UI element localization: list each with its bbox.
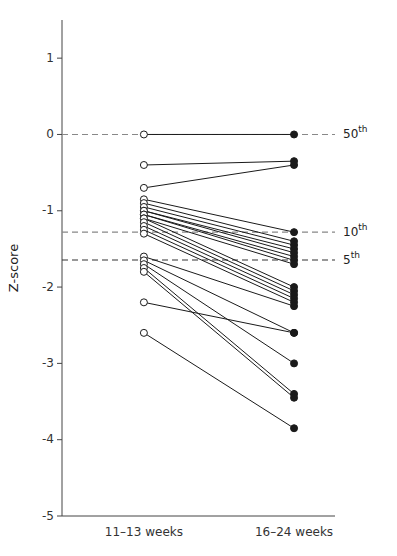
slope-line	[144, 260, 294, 332]
y-tick-label: 1	[46, 51, 54, 65]
y-tick-label: -5	[42, 509, 54, 523]
y-axis-line	[62, 20, 63, 516]
open-marker	[140, 329, 147, 336]
filled-marker	[291, 303, 298, 310]
slope-line	[144, 302, 294, 333]
y-tick-label: -1	[42, 203, 54, 217]
open-marker	[140, 230, 147, 237]
filled-marker	[291, 261, 298, 268]
slope-line	[144, 257, 294, 307]
slope-line	[144, 211, 294, 253]
y-tick	[57, 210, 62, 211]
slope-line	[144, 134, 294, 135]
chart: 10-1-2-3-4-5Z-score11–13 weeks16–24 week…	[0, 0, 397, 556]
y-tick	[57, 439, 62, 440]
y-tick	[57, 516, 62, 517]
slope-line	[144, 268, 294, 394]
slope-line	[144, 272, 294, 398]
filled-marker	[291, 360, 298, 367]
y-tick-label: -4	[42, 432, 54, 446]
y-tick	[57, 363, 62, 364]
x-tick-label: 11–13 weeks	[105, 525, 183, 539]
slope-line	[144, 207, 294, 245]
reference-label: 50th	[343, 124, 368, 141]
slope-line	[144, 215, 294, 257]
reference-label-suffix: th	[358, 124, 367, 134]
slope-line	[144, 211, 294, 249]
filled-marker	[291, 229, 298, 236]
slope-line	[144, 218, 294, 264]
y-tick-label: -3	[42, 356, 54, 370]
reference-label-suffix: th	[351, 249, 360, 259]
filled-marker	[291, 329, 298, 336]
slope-line	[144, 333, 294, 428]
slope-line	[144, 226, 294, 295]
plot-area	[62, 131, 335, 432]
y-axis-label: Z-score	[6, 244, 21, 292]
open-marker	[140, 161, 147, 168]
filled-marker	[291, 131, 298, 138]
reference-label-number: 5	[343, 252, 351, 266]
y-tick	[57, 58, 62, 59]
filled-marker	[291, 425, 298, 432]
reference-label-suffix: th	[358, 222, 367, 232]
y-tick-label: 0	[46, 127, 54, 141]
filled-marker	[291, 394, 298, 401]
slope-line	[144, 234, 294, 303]
slope-line	[144, 161, 294, 165]
slope-line	[144, 264, 294, 363]
reference-label-number: 50	[343, 127, 358, 141]
y-tick-label: -2	[42, 280, 54, 294]
y-tick	[57, 134, 62, 135]
filled-marker	[291, 329, 298, 336]
slope-line	[144, 222, 294, 291]
slope-line	[144, 215, 294, 261]
filled-marker	[291, 161, 298, 168]
slope-line	[144, 165, 294, 188]
reference-label-number: 10	[343, 225, 358, 239]
slope-line	[144, 218, 294, 287]
x-tick-label: 16–24 weeks	[255, 525, 333, 539]
x-axis-line	[62, 516, 335, 517]
reference-label: 5th	[343, 249, 360, 266]
open-marker	[140, 268, 147, 275]
open-marker	[140, 299, 147, 306]
slope-line	[144, 199, 294, 232]
reference-label: 10th	[343, 222, 368, 239]
open-marker	[140, 184, 147, 191]
y-tick	[57, 287, 62, 288]
open-marker	[140, 131, 147, 138]
